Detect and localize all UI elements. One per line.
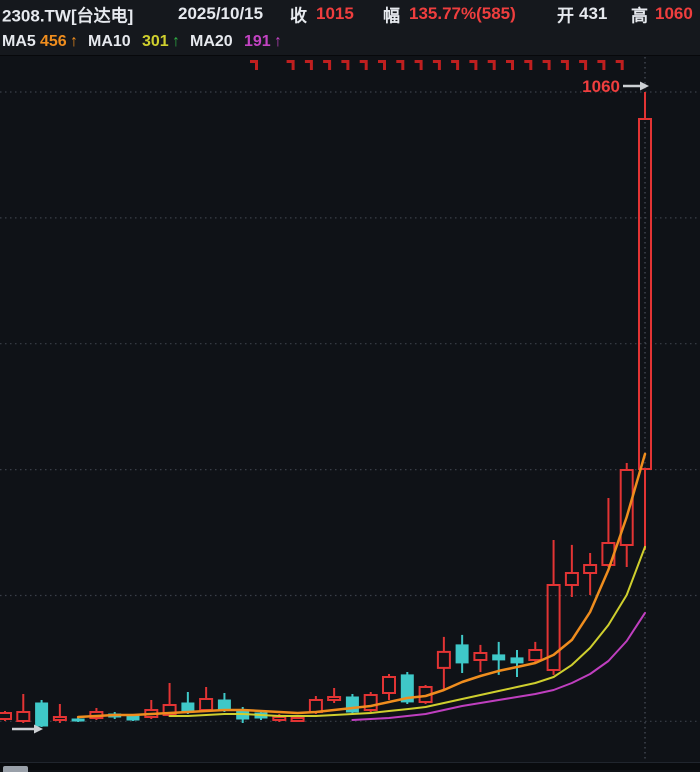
- limit-up-flag-icon: [341, 60, 350, 70]
- candle-up: [638, 118, 652, 470]
- limit-up-flag-icon: [414, 60, 423, 70]
- range-value: 135.77%(585): [409, 4, 516, 23]
- candle-up: [327, 696, 342, 701]
- ma10-up-arrow-icon: ↑: [172, 32, 180, 50]
- candle-up: [436, 650, 451, 669]
- limit-up-flag-icon: [469, 60, 478, 70]
- limit-up-flag-icon: [432, 60, 441, 70]
- bottom-panel-handle[interactable]: [3, 766, 28, 772]
- limit-up-flag-icon: [250, 60, 258, 70]
- candle-up: [52, 716, 67, 721]
- limit-up-flag-icon: [487, 60, 496, 70]
- limit-up-flag-icon: [524, 60, 533, 70]
- candle-up: [0, 712, 12, 720]
- candle-down: [126, 715, 140, 721]
- candle-up: [16, 711, 31, 722]
- candle-up: [583, 564, 598, 574]
- ma10-value: 301: [142, 32, 169, 50]
- ma5-label: MA5: [2, 32, 36, 50]
- price-gridlines: [0, 91, 700, 722]
- limit-up-flag-icon: [579, 60, 588, 70]
- ma5-value: 456: [40, 32, 67, 50]
- limit-up-flag-icon: [615, 60, 624, 70]
- candles: [0, 92, 652, 727]
- candle-up: [619, 469, 634, 546]
- candle-up: [382, 676, 396, 694]
- high-price-marker: 1060: [582, 77, 649, 96]
- open-value: 431: [579, 4, 608, 23]
- high-price-label: 1060: [582, 77, 620, 96]
- limit-up-flag-icon: [323, 60, 332, 70]
- candle-up: [528, 649, 543, 661]
- ma-legend-bar: MA5 456 ↑ MA10 301 ↑ MA20 191 ↑: [0, 28, 700, 56]
- candle-down: [510, 657, 524, 664]
- high-label: 高: [631, 6, 648, 26]
- low-price-marker: [12, 724, 43, 734]
- ma20-value: 191: [244, 32, 271, 50]
- limit-up-markers: [250, 60, 624, 70]
- close-value: 1015: [316, 4, 354, 23]
- limit-up-flag-icon: [304, 60, 313, 70]
- limit-up-flag-icon: [286, 60, 295, 70]
- limit-up-flag-icon: [359, 60, 368, 70]
- ma-line-ma5: [76, 452, 647, 719]
- candle-down: [217, 699, 231, 711]
- limit-up-flag-icon: [560, 60, 569, 70]
- quote-date: 2025/10/15: [178, 4, 264, 23]
- candle-down: [345, 696, 359, 713]
- candle-up: [272, 716, 287, 721]
- candle-down: [35, 702, 49, 727]
- ma10-label: MA10: [88, 32, 131, 50]
- candle-up: [546, 584, 561, 671]
- ma-line-ma20: [351, 611, 646, 721]
- limit-up-flag-icon: [597, 60, 606, 70]
- candle-up: [290, 717, 305, 722]
- limit-up-flag-icon: [506, 60, 514, 70]
- symbol-name: 2308.TW[台达电]: [2, 6, 134, 26]
- candle-up: [363, 694, 378, 711]
- candle-down: [455, 644, 469, 664]
- ma5-up-arrow-icon: ↑: [70, 32, 78, 50]
- ma-lines: [76, 452, 647, 721]
- header-bar: 2308.TW[台达电] 2025/10/15 收 1015 幅 135.77%…: [0, 0, 700, 29]
- limit-up-flag-icon: [451, 60, 460, 70]
- ma20-up-arrow-icon: ↑: [274, 32, 282, 50]
- right-arrow-icon: [640, 81, 649, 91]
- high-value: 1060: [655, 4, 693, 23]
- candle-up: [308, 699, 323, 713]
- open-label: 开: [557, 6, 574, 26]
- candle-down: [71, 718, 85, 722]
- range-label: 幅: [383, 6, 400, 26]
- candle-up: [564, 572, 579, 586]
- limit-up-flag-icon: [378, 60, 386, 70]
- limit-up-flag-icon: [542, 60, 551, 70]
- candle-up: [473, 652, 488, 661]
- ma20-label: MA20: [190, 32, 233, 50]
- ma-line-ma10: [168, 545, 646, 717]
- limit-up-flag-icon: [396, 60, 405, 70]
- candle-down: [492, 654, 506, 661]
- close-label: 收: [290, 6, 307, 26]
- right-arrow-icon: [34, 724, 43, 734]
- candle-up: [199, 698, 214, 711]
- candle-down: [400, 674, 414, 703]
